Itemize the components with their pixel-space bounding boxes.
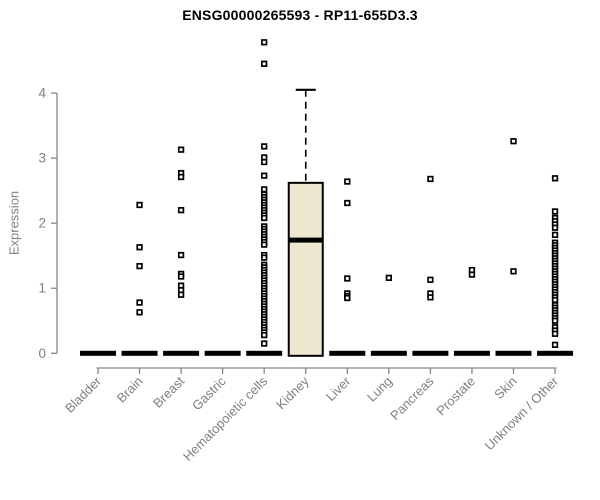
x-tick-label: Pancreas — [387, 373, 437, 423]
data-point — [177, 291, 185, 298]
zero-median-bar — [204, 350, 241, 356]
data-point — [427, 294, 434, 301]
zero-median-bar — [80, 350, 116, 356]
data-point — [261, 143, 268, 150]
x-tick-label: Breast — [150, 373, 187, 410]
x-tick-label: Kidney — [273, 373, 312, 412]
data-point — [261, 331, 268, 339]
data-point — [261, 241, 268, 248]
zero-median-bar — [453, 350, 490, 356]
data-point — [177, 251, 185, 259]
data-point — [177, 173, 185, 181]
data-point — [551, 341, 559, 348]
x-tick-label: Skin — [491, 374, 519, 402]
zero-median-bar — [537, 350, 574, 356]
zero-median-bar — [329, 350, 366, 356]
zero-median-bar — [495, 350, 532, 356]
zero-median-bar — [370, 350, 407, 356]
x-tick-label: Gastric — [189, 373, 229, 413]
data-point — [136, 244, 143, 251]
data-point — [136, 299, 143, 306]
zero-median-bar — [412, 350, 449, 356]
data-point — [551, 296, 559, 304]
data-point — [468, 271, 476, 278]
kidney-box — [287, 181, 324, 357]
kidney-median — [288, 237, 323, 243]
data-point — [261, 158, 268, 166]
data-point — [551, 175, 559, 182]
data-point — [510, 268, 517, 275]
zero-median-bar — [246, 350, 283, 356]
data-point — [551, 231, 559, 239]
x-tick-label: Unknown / Other — [482, 373, 562, 453]
data-point — [551, 208, 559, 215]
y-tick-label: 0 — [38, 346, 46, 361]
data-point — [177, 207, 185, 214]
data-point — [261, 254, 268, 261]
chart-title: ENSG00000265593 - RP11-655D3.3 — [182, 7, 418, 23]
zero-median-bar — [163, 350, 200, 356]
data-point — [551, 330, 559, 337]
data-point — [261, 186, 268, 193]
x-tick-label: Liver — [323, 373, 354, 404]
data-point — [136, 309, 143, 316]
data-point — [261, 39, 268, 46]
data-point — [344, 294, 351, 302]
data-point — [427, 276, 434, 283]
data-point — [344, 275, 351, 282]
data-point — [177, 146, 185, 153]
data-point — [177, 273, 185, 280]
data-point — [261, 340, 268, 347]
y-tick-label: 1 — [38, 281, 46, 296]
x-tick-label: Brain — [114, 374, 146, 406]
x-tick-label: Bladder — [62, 373, 105, 416]
x-tick-label: Prostate — [433, 374, 478, 419]
data-point — [136, 262, 143, 270]
data-point — [261, 214, 268, 222]
y-tick-label: 3 — [38, 151, 46, 166]
data-point — [551, 317, 559, 324]
data-point — [261, 60, 268, 67]
data-point — [510, 138, 517, 145]
data-point — [385, 274, 392, 281]
y-tick-label: 2 — [38, 216, 46, 231]
zero-median-bar — [121, 350, 158, 356]
data-point — [551, 224, 559, 231]
data-point — [344, 178, 351, 185]
y-tick-label: 4 — [38, 86, 46, 101]
data-point — [427, 175, 434, 183]
data-point — [136, 201, 143, 209]
x-tick-label: Lung — [364, 374, 395, 405]
data-point — [344, 199, 351, 207]
data-point — [261, 172, 268, 179]
